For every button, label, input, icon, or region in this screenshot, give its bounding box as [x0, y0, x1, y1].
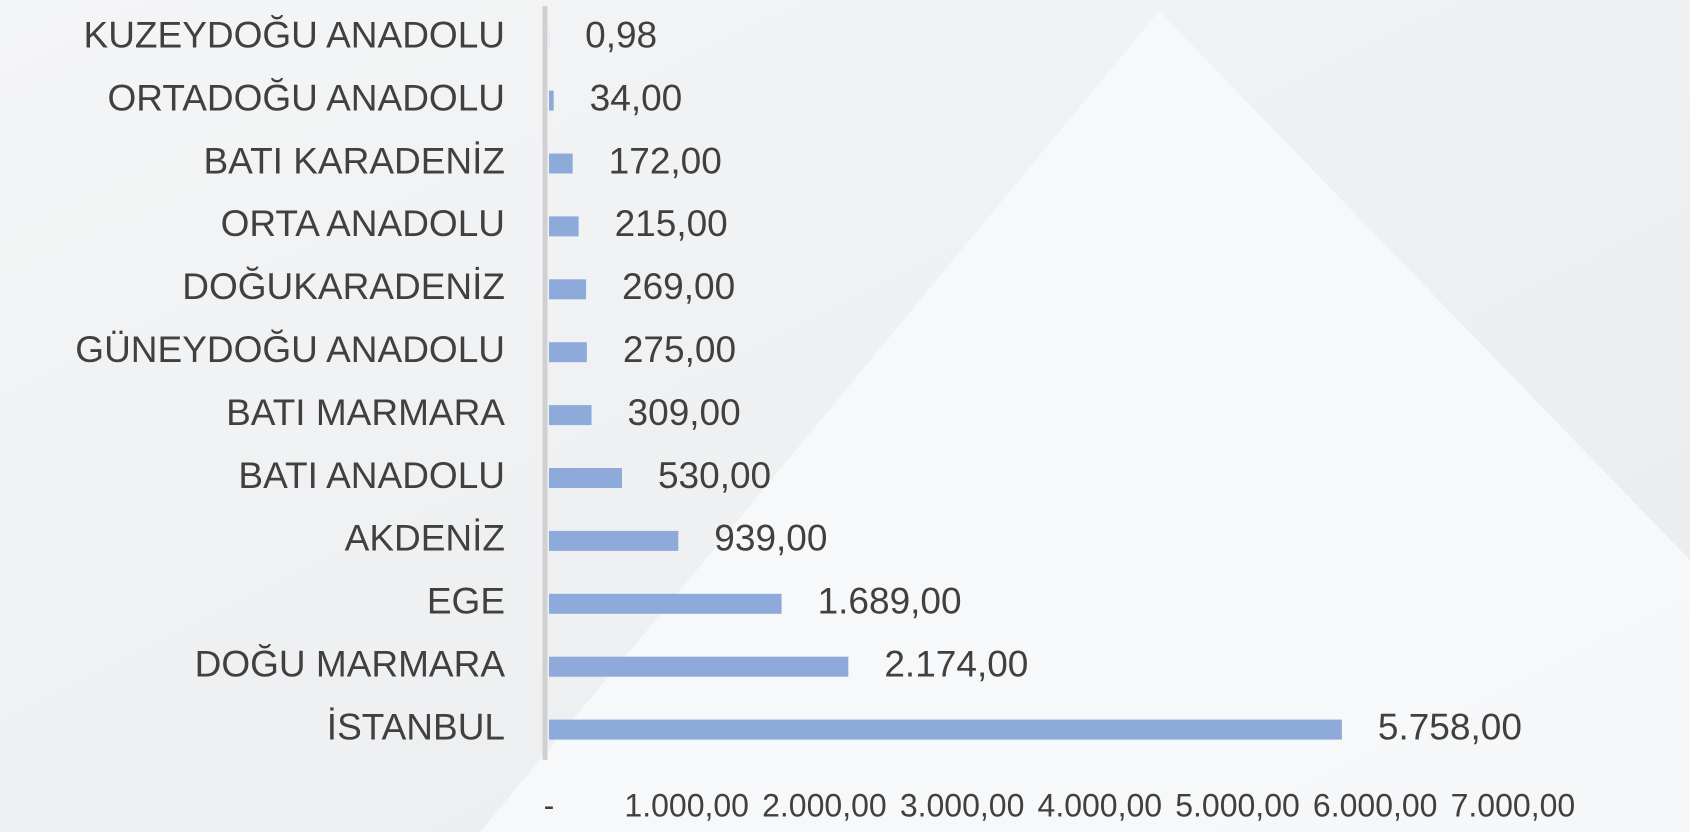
y-tick-label: ORTADOĞU ANADOLU [108, 77, 505, 118]
data-label: 269,00 [622, 266, 735, 307]
x-tick-label: 4.000,00 [1038, 787, 1163, 823]
y-tick-label: AKDENİZ [345, 518, 505, 559]
y-tick-label: ORTA ANADOLU [221, 203, 505, 244]
bar [549, 656, 849, 677]
bar [549, 719, 1342, 740]
y-tick-label: EGE [427, 581, 505, 622]
data-label: 172,00 [609, 140, 722, 181]
data-label: 5.758,00 [1378, 706, 1522, 747]
bar [549, 153, 573, 174]
bar [549, 405, 592, 426]
data-label: 2.174,00 [884, 643, 1028, 684]
bar [549, 468, 622, 488]
bar [549, 90, 554, 111]
x-tick-label: 7.000,00 [1451, 787, 1576, 823]
background-shape [480, 11, 1690, 832]
y-tick-label: BATI KARADENİZ [203, 140, 505, 181]
data-label: 530,00 [658, 455, 771, 496]
x-tick-label: 1.000,00 [624, 787, 749, 823]
data-label: 1.689,00 [818, 581, 962, 622]
data-label: 309,00 [628, 392, 741, 433]
y-tick-label: İSTANBUL [327, 706, 505, 747]
bar [549, 279, 587, 300]
x-tick-label: 6.000,00 [1313, 787, 1438, 823]
bar [549, 530, 679, 551]
y-tick-label: DOĞU MARMARA [195, 643, 506, 684]
data-label: 34,00 [590, 77, 683, 118]
y-tick-label: BATI MARMARA [226, 392, 505, 433]
x-tick-label: 5.000,00 [1175, 787, 1300, 823]
x-tick-label: - [544, 787, 555, 823]
y-tick-label: GÜNEYDOĞU ANADOLU [75, 329, 505, 370]
bar [549, 593, 782, 614]
data-label: 275,00 [623, 329, 736, 370]
y-tick-label: BATI ANADOLU [238, 455, 505, 496]
x-tick-label: 3.000,00 [900, 787, 1025, 823]
bar [549, 216, 579, 237]
data-label: 215,00 [615, 203, 728, 244]
y-tick-label: DOĞUKARADENİZ [182, 266, 505, 307]
bar [549, 342, 587, 363]
x-tick-label: 2.000,00 [762, 787, 887, 823]
data-label: 939,00 [714, 518, 827, 559]
data-label: 0,98 [585, 14, 657, 55]
y-tick-label: KUZEYDOĞU ANADOLU [84, 14, 505, 55]
